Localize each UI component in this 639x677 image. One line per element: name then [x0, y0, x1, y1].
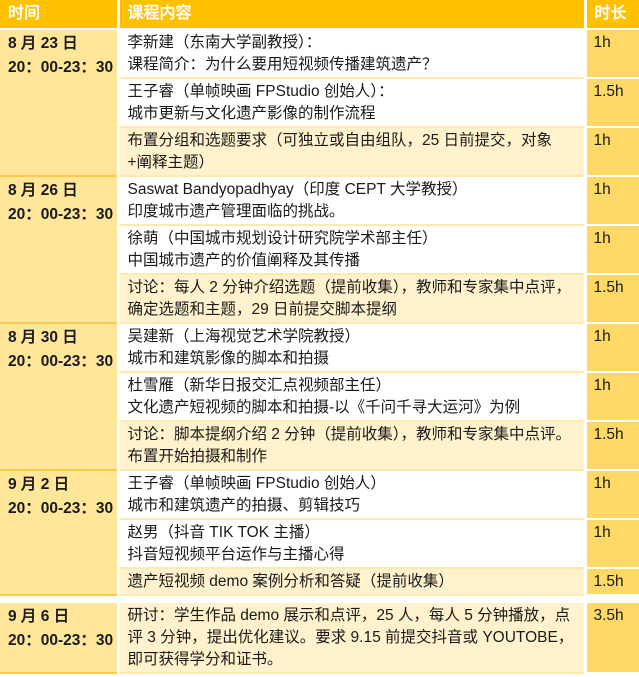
session-text-line: 布置分组和选题要求（可独立或自由组队，25 日前提交，对象+阐释主题） — [127, 132, 553, 171]
session-row: 杜雪雁（新华日报交汇点视频部主任） 文化遗产短视频的脚本和拍摄-以《千问千寻大运河… — [0, 372, 639, 422]
session-duration-cell: 1h — [585, 225, 639, 275]
session-duration-cell: 1h — [585, 176, 639, 226]
session-text-line: 中国城市遗产的价值阐释及其传播 — [127, 252, 361, 269]
session-duration-cell: 1h — [585, 519, 639, 569]
session-row: 8 月 30 日 20：00-23：30 吴建新（上海视觉艺术学院教授） 城市和建… — [0, 323, 639, 471]
date-label: 8 月 26 日 — [8, 182, 78, 199]
session-duration-cell: 1.5h — [585, 568, 639, 596]
time-range-label: 20：00-23：30 — [8, 59, 114, 76]
session-row: 讨论：脚本提纲介绍 2 分钟（提前收集），教师和专家集中点评。布置开始拍摄和制作… — [0, 421, 639, 471]
session-row: 王子睿（单帧映画 FPStudio 创始人）： 城市更新与文化遗产影像的制作流程 … — [0, 78, 639, 128]
session-content-cell: 李新建（东南大学副教授）： 课程简介：为什么要用短视频传播建筑遗产？ — [118, 29, 587, 79]
session-duration-cell: 1.5h — [585, 274, 639, 324]
header-cell-content: 课程内容 — [118, 0, 587, 30]
session-text-line: 遗产短视频 demo 案例分析和答疑（提前收集） — [127, 573, 454, 590]
session-content-cell: 讨论：每人 2 分钟介绍选题（提前收集），教师和专家集中点评，确定选题和主题，2… — [118, 274, 587, 324]
date-time-cell: 9 月 2 日 20：00-23：30 — [0, 470, 120, 596]
session-row: 8 月 26 日 20：00-23：30 Saswat Bandyopadhya… — [0, 176, 639, 324]
spacer-cell — [0, 595, 639, 603]
time-range-label: 20：00-23：30 — [8, 632, 114, 649]
session-text-line: 城市和建筑影像的脚本和拍摄 — [127, 350, 330, 367]
session-text-line: 讨论：脚本提纲介绍 2 分钟（提前收集），教师和专家集中点评。布置开始拍摄和制作 — [127, 426, 572, 465]
session-duration-cell: 1h — [585, 470, 639, 520]
session-duration-cell: 1h — [585, 323, 639, 373]
session-content-cell: 徐萌（中国城市规划设计研究院学术部主任） 中国城市遗产的价值阐释及其传播 — [118, 225, 587, 275]
session-row: 8 月 23 日 20：00-23：30 李新建（东南大学副教授）： 课程简介：为… — [0, 29, 639, 177]
session-text-line: Saswat Bandyopadhyay（印度 CEPT 大学教授） — [127, 181, 468, 198]
date-label: 8 月 30 日 — [8, 329, 78, 346]
session-text-line: 城市更新与文化遗产影像的制作流程 — [127, 105, 376, 122]
session-content-cell: 布置分组和选题要求（可独立或自由组队，25 日前提交，对象+阐释主题） — [118, 127, 587, 177]
session-text-line: 赵男（抖音 TIK TOK 主播） — [127, 524, 320, 541]
session-text-line: 吴建新（上海视觉艺术学院教授） — [127, 328, 361, 345]
session-text-line: 徐萌（中国城市规划设计研究院学术部主任） — [127, 230, 438, 247]
session-row: 9 月 2 日 20：00-23：30 王子睿（单帧映画 FPStudio 创始… — [0, 470, 639, 596]
session-duration-cell: 3.5h — [585, 603, 639, 674]
session-duration-cell: 1.5h — [585, 421, 639, 471]
date-label: 9 月 2 日 — [8, 476, 70, 493]
schedule-body: 8 月 23 日 20：00-23：30 李新建（东南大学副教授）： 课程简介：为… — [0, 29, 639, 674]
session-row: 徐萌（中国城市规划设计研究院学术部主任） 中国城市遗产的价值阐释及其传播 1h — [0, 225, 639, 275]
header-row: 时间 课程内容 时长 — [0, 0, 639, 30]
time-range-label: 20：00-23：30 — [8, 206, 114, 223]
session-row: 遗产短视频 demo 案例分析和答疑（提前收集） 1.5h — [0, 568, 639, 596]
time-range-label: 20：00-23：30 — [8, 353, 114, 370]
session-text-line: 课程简介：为什么要用短视频传播建筑遗产？ — [127, 56, 438, 73]
session-duration-cell: 1.5h — [585, 78, 639, 128]
session-content-cell: 王子睿（单帧映画 FPStudio 创始人） 城市和建筑遗产的拍摄、剪辑技巧 — [118, 470, 587, 520]
session-text-line: 杜雪雁（新华日报交汇点视频部主任） — [127, 377, 392, 394]
session-content-cell: 王子睿（单帧映画 FPStudio 创始人）： 城市更新与文化遗产影像的制作流程 — [118, 78, 587, 128]
session-content-cell: Saswat Bandyopadhyay（印度 CEPT 大学教授） 印度城市遗产… — [118, 176, 587, 226]
time-range-label: 20：00-23：30 — [8, 500, 114, 517]
date-time-cell: 9 月 6 日 20：00-23：30 — [0, 603, 120, 674]
date-label: 8 月 23 日 — [8, 35, 78, 52]
session-content-cell: 吴建新（上海视觉艺术学院教授） 城市和建筑影像的脚本和拍摄 — [118, 323, 587, 373]
session-duration-cell: 1h — [585, 372, 639, 422]
session-row: 9 月 6 日 20：00-23：30 研讨：学生作品 demo 展示和点评，2… — [0, 603, 639, 674]
session-duration-cell: 1h — [585, 29, 639, 79]
session-row: 布置分组和选题要求（可独立或自由组队，25 日前提交，对象+阐释主题） 1h — [0, 127, 639, 177]
date-time-cell: 8 月 26 日 20：00-23：30 — [0, 176, 120, 324]
session-row: 赵男（抖音 TIK TOK 主播） 抖音短视频平台运作与主播心得 1h — [0, 519, 639, 569]
session-row: 讨论：每人 2 分钟介绍选题（提前收集），教师和专家集中点评，确定选题和主题，2… — [0, 274, 639, 324]
spacer-row — [0, 595, 639, 603]
session-content-cell: 讨论：脚本提纲介绍 2 分钟（提前收集），教师和专家集中点评。布置开始拍摄和制作 — [118, 421, 587, 471]
header-cell-time: 时间 — [0, 0, 120, 30]
session-text-line: 研讨：学生作品 demo 展示和点评，25 人，每人 5 分钟播放，点评 3 分… — [127, 607, 574, 668]
session-content-cell: 杜雪雁（新华日报交汇点视频部主任） 文化遗产短视频的脚本和拍摄-以《千问千寻大运河… — [118, 372, 587, 422]
session-text-line: 李新建（东南大学副教授）： — [127, 34, 322, 51]
session-text-line: 印度城市遗产管理面临的挑战。 — [127, 203, 345, 220]
session-text-line: 王子睿（单帧映画 FPStudio 创始人） — [127, 475, 386, 492]
date-time-cell: 8 月 23 日 20：00-23：30 — [0, 29, 120, 177]
session-content-cell: 遗产短视频 demo 案例分析和答疑（提前收集） — [118, 568, 587, 596]
session-duration-cell: 1h — [585, 127, 639, 177]
session-text-line: 讨论：每人 2 分钟介绍选题（提前收集），教师和专家集中点评，确定选题和主题，2… — [127, 279, 572, 318]
session-text-line: 文化遗产短视频的脚本和拍摄-以《千问千寻大运河》为例 — [127, 399, 521, 416]
date-time-cell: 8 月 30 日 20：00-23：30 — [0, 323, 120, 471]
session-text-line: 城市和建筑遗产的拍摄、剪辑技巧 — [127, 497, 361, 514]
session-content-cell: 研讨：学生作品 demo 展示和点评，25 人，每人 5 分钟播放，点评 3 分… — [118, 603, 587, 674]
session-content-cell: 赵男（抖音 TIK TOK 主播） 抖音短视频平台运作与主播心得 — [118, 519, 587, 569]
session-text-line: 抖音短视频平台运作与主播心得 — [127, 546, 345, 563]
session-text-line: 王子睿（单帧映画 FPStudio 创始人）： — [127, 83, 394, 100]
date-label: 9 月 6 日 — [8, 608, 70, 625]
header-cell-duration: 时长 — [585, 0, 639, 30]
